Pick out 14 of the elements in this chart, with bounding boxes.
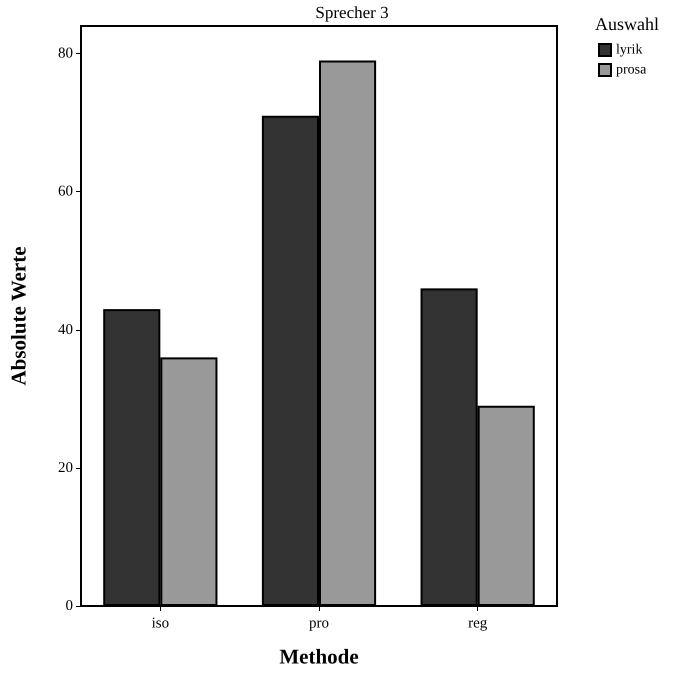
x-tick-label: reg xyxy=(468,616,488,632)
chart-title: Sprecher 3 xyxy=(315,3,389,22)
x-tick-label: pro xyxy=(309,616,329,632)
legend-label: lyrik xyxy=(616,42,642,58)
y-tick-label: 0 xyxy=(66,598,73,614)
y-tick-label: 80 xyxy=(58,46,73,62)
y-tick-label: 60 xyxy=(58,184,73,200)
legend-label: prosa xyxy=(616,62,648,78)
y-tick-label: 20 xyxy=(58,460,73,476)
x-tick-label: iso xyxy=(152,616,170,632)
legend-title: Auswahl xyxy=(595,14,659,34)
y-axis-title: Absolute Werte xyxy=(6,246,30,386)
x-axis-title: Methode xyxy=(279,644,359,668)
y-tick-label: 40 xyxy=(58,322,73,338)
